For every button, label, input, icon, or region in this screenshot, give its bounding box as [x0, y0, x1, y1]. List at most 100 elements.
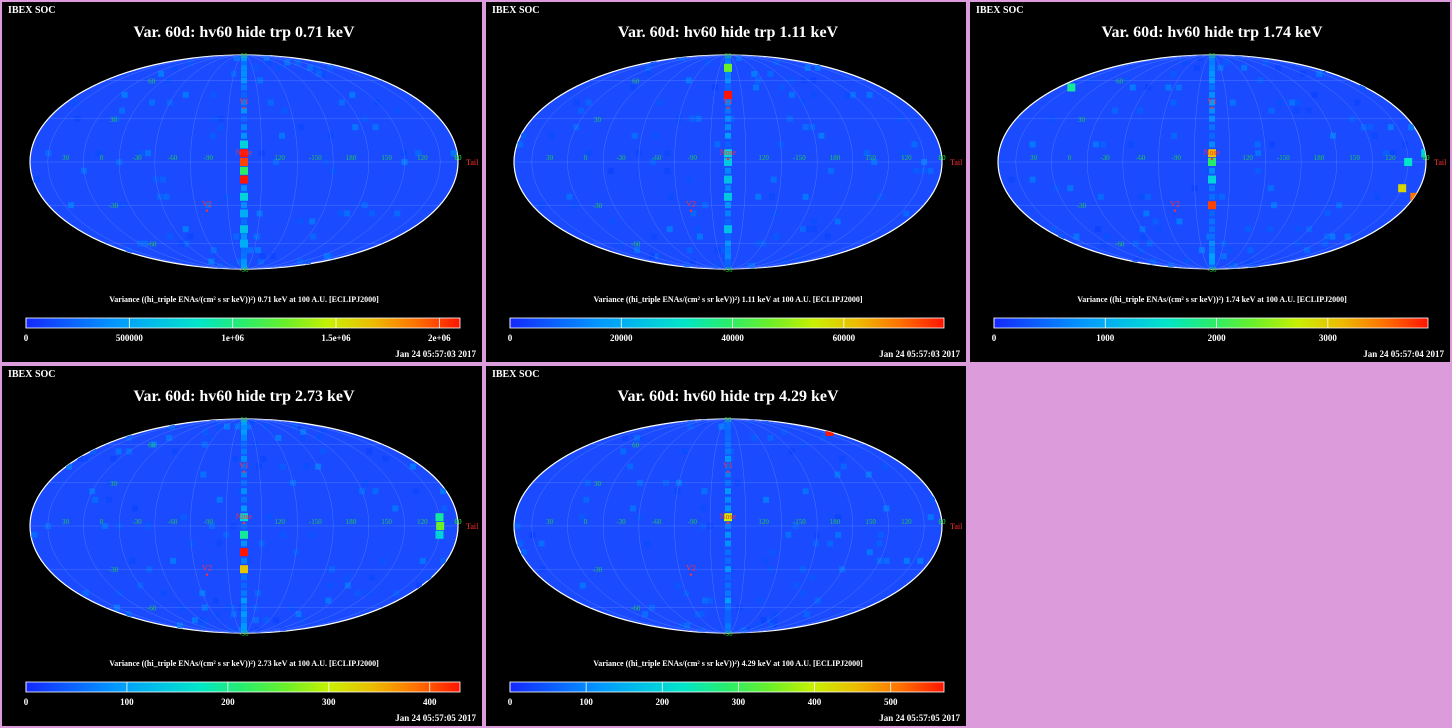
- ibex-soc-label: IBEX SOC: [8, 5, 56, 16]
- map-stripe-pixel: [725, 488, 731, 494]
- map-pixel: [1255, 168, 1261, 174]
- lat-label: 30: [594, 116, 602, 124]
- map-pixel: [1227, 247, 1233, 253]
- map-pixel: [183, 92, 189, 98]
- map-pixel: [116, 448, 122, 454]
- map-pixel: [260, 253, 266, 259]
- map-pixel: [651, 234, 657, 240]
- map-pixel: [420, 558, 426, 564]
- map-pixel: [1170, 100, 1176, 106]
- map-pixel: [1306, 108, 1312, 114]
- map-pixel: [1145, 194, 1151, 200]
- map-pixel: [210, 133, 216, 139]
- map-pixel: [325, 598, 331, 604]
- v1-label-marker: [727, 471, 729, 473]
- map-stripe-pixel: [241, 505, 247, 511]
- lon-label: -60: [168, 154, 178, 162]
- highlight-pixel: [724, 64, 732, 72]
- v2-label: V2: [686, 564, 696, 573]
- map-pixel: [867, 92, 873, 98]
- map-pixel: [774, 234, 780, 240]
- lon-label: 150: [865, 154, 876, 162]
- tail-label: Tail: [1434, 158, 1447, 167]
- map-pixel: [818, 133, 824, 139]
- lon-label: 120: [274, 518, 285, 526]
- lon-label: 180: [346, 518, 357, 526]
- map-stripe-pixel: [241, 488, 247, 494]
- map-pixel: [1051, 226, 1057, 232]
- lon-label: -150: [793, 154, 806, 162]
- map-pixel: [687, 247, 693, 253]
- map-stripe-pixel: [725, 259, 731, 265]
- timestamp: Jan 24 05:57:03 2017: [395, 349, 476, 359]
- lon-label: 0: [584, 154, 588, 162]
- map-pixel: [410, 464, 416, 470]
- map-stripe-pixel: [725, 124, 731, 130]
- lon-label: 30: [62, 154, 70, 162]
- map-pixel: [1255, 141, 1261, 147]
- map-pixel: [442, 505, 448, 511]
- lon-label: -60: [652, 518, 662, 526]
- lat-label: -30: [593, 566, 603, 574]
- v1-label: V1: [723, 97, 733, 106]
- tail-label: Tail: [950, 158, 963, 167]
- map-pixel: [266, 514, 272, 520]
- lon-label: 120: [758, 518, 769, 526]
- map-pixel: [327, 65, 333, 71]
- map-pixel: [657, 100, 663, 106]
- map-stripe-pixel: [725, 549, 731, 555]
- map-pixel: [1184, 259, 1190, 265]
- lon-label: -90: [1172, 154, 1182, 162]
- map-stripe-pixel: [725, 234, 731, 240]
- map-pixel: [200, 472, 206, 478]
- highlight-pixel: [240, 225, 248, 233]
- lon-label: -90: [688, 154, 698, 162]
- colorbar-tick-label: 0: [24, 697, 29, 707]
- map-pixel: [1171, 133, 1177, 139]
- ibex-soc-label: IBEX SOC: [976, 5, 1024, 16]
- lon-label: 0: [100, 518, 104, 526]
- map-pixel: [149, 100, 155, 106]
- highlight-pixel: [1410, 193, 1418, 201]
- map-pixel: [667, 226, 673, 232]
- map-pixel: [682, 448, 688, 454]
- map-pixel: [517, 541, 523, 547]
- map-pixel: [119, 108, 125, 114]
- map-pixel: [803, 194, 809, 200]
- map-stripe-pixel: [725, 541, 731, 547]
- map-pixel: [92, 497, 98, 503]
- map-pixel: [652, 133, 658, 139]
- lon-label: -30: [616, 518, 626, 526]
- map-pixel: [210, 92, 216, 98]
- highlight-pixel: [1208, 176, 1216, 184]
- map-pixel: [867, 549, 873, 555]
- colorbar-tick-label: 100: [579, 697, 593, 707]
- v1-label: V1: [1207, 97, 1217, 106]
- colorbar: [510, 682, 944, 692]
- map-pixel: [929, 497, 935, 503]
- map-pixel: [297, 218, 303, 224]
- map-pixel: [707, 598, 713, 604]
- map-pixel: [690, 259, 696, 265]
- timestamp: Jan 24 05:57:03 2017: [879, 349, 960, 359]
- highlight-pixel: [240, 193, 248, 201]
- map-pixel: [1098, 194, 1104, 200]
- map-pixel: [280, 532, 286, 538]
- lat-label: -60: [631, 241, 641, 249]
- map-pixel: [580, 582, 586, 588]
- map-pixel: [642, 611, 648, 617]
- map-pixel: [303, 464, 309, 470]
- map-pixel: [263, 617, 269, 623]
- lat-label: -90: [1207, 266, 1217, 274]
- lon-label: 120: [1242, 154, 1253, 162]
- map-pixel: [316, 435, 322, 441]
- map-pixel: [928, 514, 934, 520]
- ibex-soc-label: IBEX SOC: [8, 369, 56, 380]
- map-pixel: [714, 141, 720, 147]
- map-stripe-pixel: [241, 590, 247, 596]
- map-pixel: [815, 65, 821, 71]
- colorbar-tick-label: 300: [732, 697, 746, 707]
- map-pixel: [352, 124, 358, 130]
- lon-label: -150: [793, 518, 806, 526]
- lon-label: -90: [204, 518, 214, 526]
